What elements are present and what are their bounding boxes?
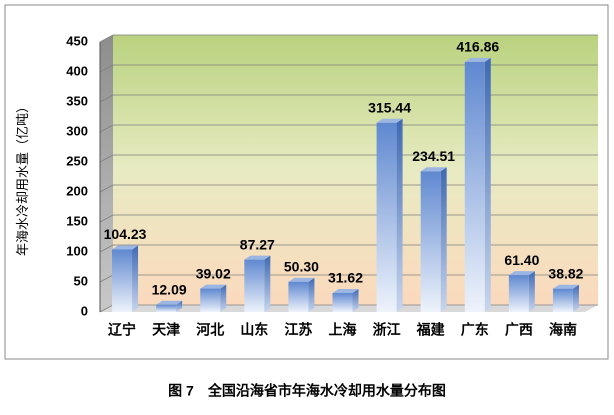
bar-top bbox=[332, 289, 359, 294]
bar-side bbox=[440, 167, 447, 312]
y-tick-label: 0 bbox=[81, 303, 88, 318]
y-tick-label: 50 bbox=[74, 273, 88, 288]
x-tick-label: 广东 bbox=[461, 322, 489, 338]
bar-side bbox=[132, 245, 139, 312]
bar-side bbox=[176, 300, 183, 312]
grid-line bbox=[99, 34, 598, 43]
bar-side bbox=[484, 57, 491, 312]
x-tick-label: 辽宁 bbox=[108, 322, 136, 338]
bar-side bbox=[572, 284, 579, 312]
grid-line bbox=[99, 124, 598, 133]
y-tick-label: 100 bbox=[66, 243, 88, 258]
bar bbox=[112, 249, 133, 312]
bar-top bbox=[508, 271, 535, 276]
y-tick-label: 400 bbox=[66, 63, 88, 78]
x-tick-label: 河北 bbox=[196, 322, 224, 338]
x-tick-label: 广西 bbox=[505, 322, 533, 338]
bar bbox=[244, 259, 265, 312]
y-axis-label: 年海水冷却用水量（亿吨） bbox=[15, 100, 30, 256]
data-label: 50.30 bbox=[284, 259, 319, 275]
bar-top bbox=[420, 167, 447, 172]
data-label: 38.82 bbox=[548, 265, 583, 281]
x-tick-label: 海南 bbox=[549, 322, 577, 338]
bar bbox=[552, 288, 573, 312]
bar-side bbox=[308, 277, 315, 312]
bar-top bbox=[112, 245, 139, 250]
bar bbox=[332, 293, 353, 312]
data-label: 12.09 bbox=[152, 281, 187, 297]
bar bbox=[200, 288, 221, 312]
y-tick-label: 200 bbox=[66, 183, 88, 198]
bar-side bbox=[264, 255, 271, 312]
grid-line bbox=[99, 154, 598, 163]
bar bbox=[376, 122, 397, 313]
y-tick-label: 250 bbox=[66, 153, 88, 168]
y-tick-label: 300 bbox=[66, 123, 88, 138]
x-tick-label: 上海 bbox=[329, 322, 357, 338]
bar-top bbox=[156, 300, 183, 305]
bar-top bbox=[200, 284, 227, 289]
bar bbox=[288, 281, 309, 312]
bar-top bbox=[288, 277, 315, 282]
grid-line bbox=[99, 94, 598, 103]
data-label: 315.44 bbox=[368, 99, 411, 115]
data-label: 87.27 bbox=[240, 236, 275, 252]
y-tick-label: 450 bbox=[66, 33, 88, 48]
bar bbox=[156, 304, 177, 312]
bar-side bbox=[352, 289, 359, 312]
side-wall bbox=[100, 35, 113, 312]
bar-top bbox=[552, 284, 579, 289]
bar bbox=[464, 61, 485, 312]
bar-side bbox=[528, 271, 535, 312]
grid-line bbox=[99, 64, 598, 73]
data-label: 39.02 bbox=[196, 265, 231, 281]
bar-top bbox=[244, 255, 271, 260]
bar bbox=[420, 171, 441, 312]
data-label: 61.40 bbox=[504, 252, 539, 268]
data-label: 104.23 bbox=[104, 226, 147, 242]
caption: 图 7 全国沿海省市年海水冷却用水量分布图 bbox=[168, 383, 446, 399]
data-label: 31.62 bbox=[328, 270, 363, 286]
data-label: 234.51 bbox=[412, 148, 455, 164]
bar-side bbox=[220, 284, 227, 312]
bar-side bbox=[396, 118, 403, 313]
y-tick-label: 150 bbox=[66, 213, 88, 228]
x-tick-label: 天津 bbox=[152, 322, 180, 338]
bar bbox=[508, 275, 529, 312]
x-tick-label: 浙江 bbox=[373, 322, 401, 338]
x-tick-label: 山东 bbox=[240, 322, 268, 338]
y-tick-label: 350 bbox=[66, 93, 88, 108]
x-tick-label: 江苏 bbox=[284, 322, 312, 338]
x-tick-label: 福建 bbox=[416, 322, 445, 338]
data-label: 416.86 bbox=[456, 39, 499, 55]
bar-top bbox=[376, 118, 403, 123]
bar-top bbox=[464, 57, 491, 62]
